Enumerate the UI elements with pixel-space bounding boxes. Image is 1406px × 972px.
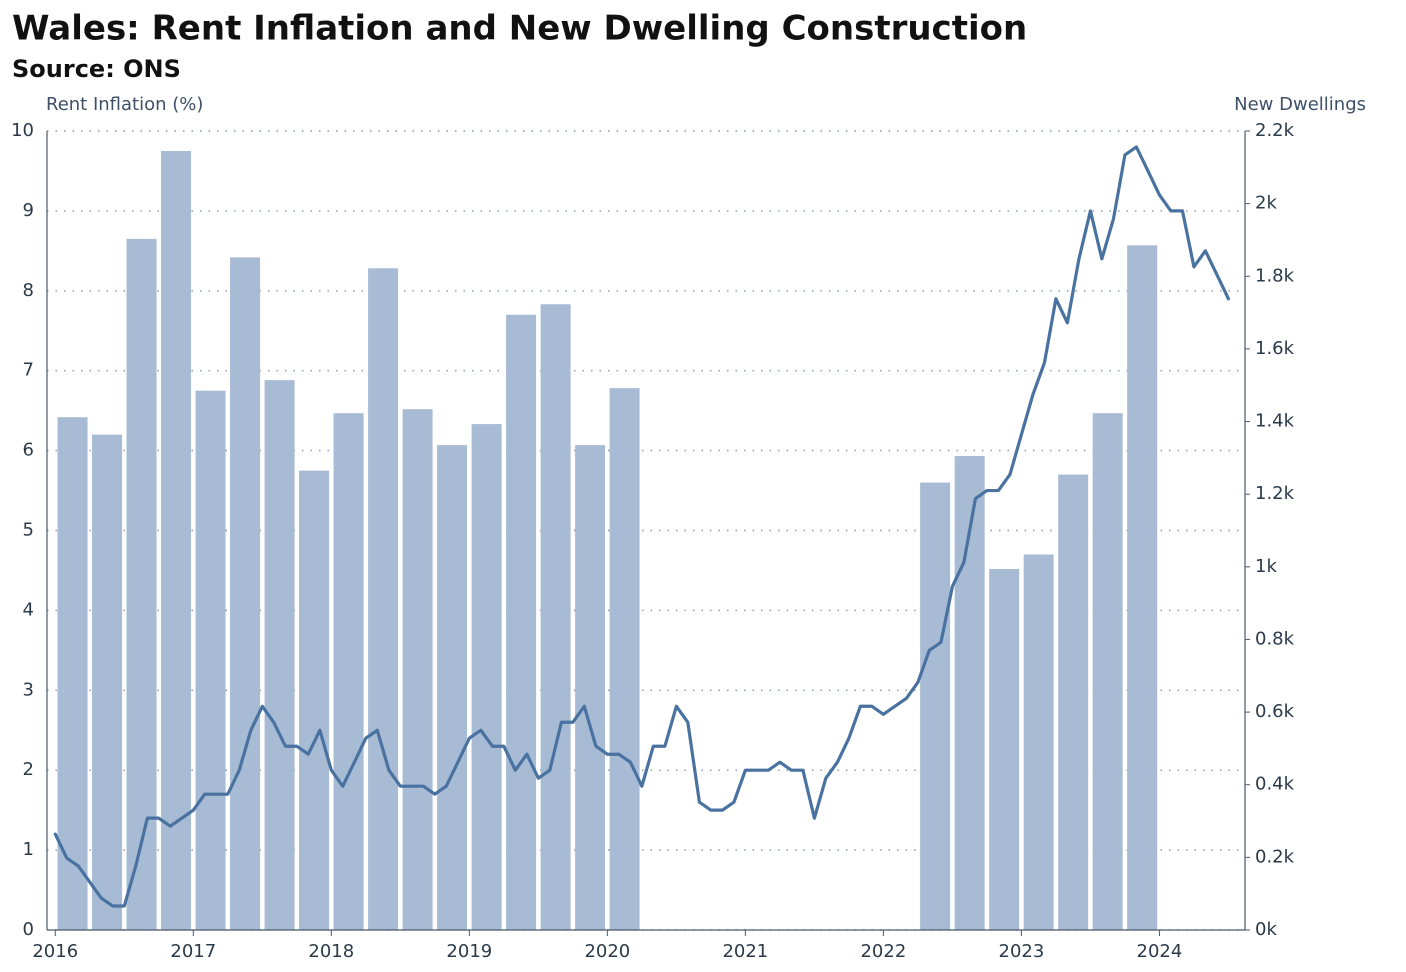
line bbox=[53, 145, 1231, 908]
y-tick-label: 5 bbox=[23, 520, 34, 541]
bar bbox=[92, 434, 123, 930]
bar bbox=[575, 445, 606, 930]
x-tick-label: 2018 bbox=[308, 941, 354, 962]
bar bbox=[161, 150, 192, 931]
y-axis-title: Rent Inflation (%) bbox=[46, 94, 203, 115]
y2-tick-label: 0.8k bbox=[1255, 628, 1295, 649]
x-tick-label: 2019 bbox=[446, 941, 492, 962]
bar bbox=[264, 380, 295, 931]
y-tick-label: 6 bbox=[23, 440, 34, 461]
y-tick-label: 1 bbox=[23, 839, 34, 860]
x-tick-label: 2023 bbox=[999, 941, 1045, 962]
bar bbox=[299, 470, 330, 930]
y2-tick-label: 2k bbox=[1255, 193, 1277, 214]
y2-tick-label: 0.4k bbox=[1255, 774, 1295, 795]
y-tick-label: 2 bbox=[23, 759, 34, 780]
bar bbox=[506, 314, 537, 930]
y2-tick-label: 0.6k bbox=[1255, 701, 1295, 722]
bar bbox=[540, 304, 571, 930]
bar bbox=[126, 238, 157, 931]
y-tick-label: 8 bbox=[23, 280, 34, 301]
bar bbox=[402, 409, 433, 930]
bar bbox=[609, 388, 640, 931]
y-tick-label: 7 bbox=[23, 360, 34, 381]
x-tick-label: 2022 bbox=[860, 941, 906, 962]
bar bbox=[989, 568, 1020, 930]
bar bbox=[230, 257, 261, 930]
y2-tick-label: 1.2k bbox=[1255, 483, 1295, 504]
y-tick-label: 4 bbox=[23, 599, 34, 620]
x-tick-label: 2017 bbox=[170, 941, 216, 962]
x-tick-label: 2024 bbox=[1137, 941, 1183, 962]
bar bbox=[471, 424, 502, 930]
y2-axis-title: New Dwellings bbox=[1234, 94, 1366, 115]
y2-tick-label: 1.6k bbox=[1255, 338, 1295, 359]
y-tick-label: 10 bbox=[11, 120, 34, 141]
x-tick-label: 2020 bbox=[584, 941, 630, 962]
y-tick-label: 9 bbox=[23, 200, 34, 221]
bar bbox=[57, 417, 88, 931]
y2-tick-label: 1.8k bbox=[1255, 265, 1295, 286]
y2-tick-label: 0.2k bbox=[1255, 846, 1295, 867]
y2-tick-label: 2.2k bbox=[1255, 120, 1295, 141]
x-tick-label: 2016 bbox=[32, 941, 78, 962]
bar bbox=[437, 445, 468, 930]
bar bbox=[195, 390, 226, 930]
y-tick-label: 3 bbox=[23, 679, 34, 700]
x-tick-label: 2021 bbox=[722, 941, 768, 962]
bar bbox=[333, 413, 364, 930]
chart-title: Wales: Rent Inflation and New Dwelling C… bbox=[12, 9, 1027, 49]
bar bbox=[920, 482, 951, 930]
bar bbox=[1058, 474, 1089, 930]
bar bbox=[1127, 245, 1158, 930]
y2-tick-label: 1k bbox=[1255, 556, 1277, 577]
bar bbox=[1092, 413, 1123, 930]
y2-tick-label: 0k bbox=[1255, 919, 1277, 940]
bar bbox=[1023, 554, 1054, 930]
y-tick-label: 0 bbox=[23, 919, 34, 940]
chart-subtitle: Source: ONS bbox=[12, 55, 181, 83]
bar bbox=[368, 268, 399, 930]
y2-tick-label: 1.4k bbox=[1255, 411, 1295, 432]
